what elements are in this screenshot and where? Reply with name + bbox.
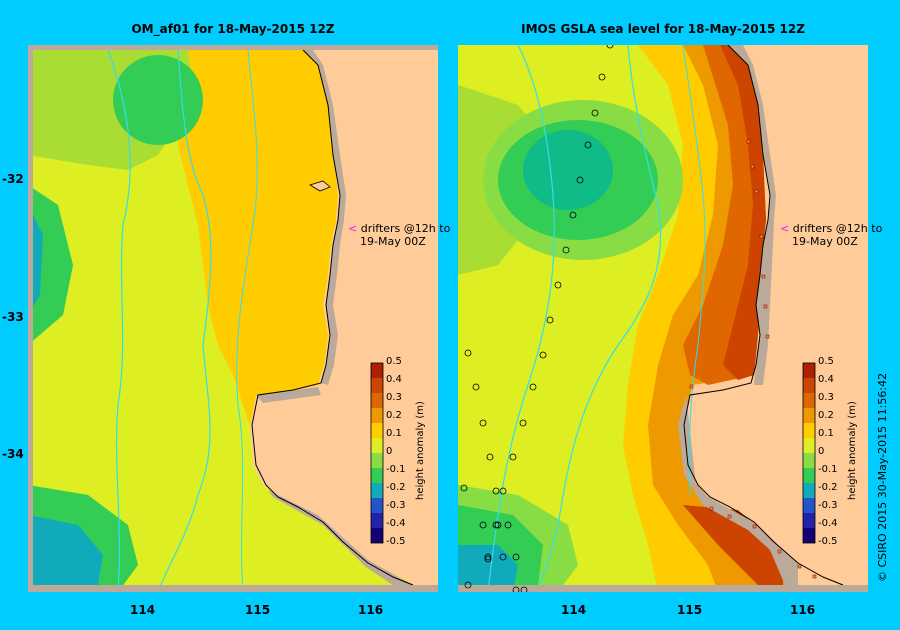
cbar-tick: 0.1 — [386, 428, 402, 439]
cbar-tick: -0.5 — [818, 536, 838, 547]
cbar-tick: 0.4 — [386, 374, 402, 385]
left-colorbar — [370, 362, 384, 544]
cbar-tick: 0.2 — [818, 410, 834, 421]
left-panel-title: OM_af01 for 18-May-2015 12Z — [131, 22, 335, 36]
x-tick-label: 115 — [677, 603, 703, 617]
coastal-markers — [689, 139, 817, 579]
right-colorbar-title: height anomaly (m) — [847, 401, 858, 500]
cbar-tick: 0.3 — [818, 392, 834, 403]
cbar-tick: 0.5 — [818, 356, 834, 367]
cbar-tick: -0.5 — [386, 536, 406, 547]
cbar-tick: -0.2 — [818, 482, 838, 493]
note-line1: drifters @12h to — [792, 222, 883, 235]
right-panel-title: IMOS GSLA sea level for 18-May-2015 12Z — [521, 22, 805, 36]
x-tick-label: 116 — [790, 603, 816, 617]
cbar-tick: 0 — [386, 446, 393, 457]
left-map — [28, 45, 438, 592]
cbar-tick: -0.4 — [386, 518, 406, 529]
left-map-svg — [28, 45, 438, 592]
y-tick-label: -32 — [2, 172, 24, 186]
cbar-tick: -0.4 — [818, 518, 838, 529]
right-map-svg — [458, 45, 868, 592]
note-line2: 19-May 00Z — [792, 235, 858, 248]
cbar-tick: -0.2 — [386, 482, 406, 493]
marker-arrow-icon: < — [348, 222, 358, 235]
cbar-tick: -0.3 — [818, 500, 838, 511]
right-drifter-note: < drifters @12h to 19-May 00Z — [780, 222, 882, 248]
x-tick-label: 114 — [130, 603, 156, 617]
y-tick-label: -33 — [2, 310, 24, 324]
note-line2: 19-May 00Z — [360, 235, 426, 248]
x-tick-label: 116 — [358, 603, 384, 617]
left-drifter-note: < drifters @12h to 19-May 00Z — [348, 222, 450, 248]
right-colorbar — [802, 362, 816, 544]
right-map — [458, 45, 868, 592]
drifter-markers — [460, 45, 614, 592]
note-line1: drifters @12h to — [360, 222, 451, 235]
x-tick-label: 115 — [245, 603, 271, 617]
y-tick-label: -34 — [2, 447, 24, 461]
cbar-tick: 0 — [818, 446, 825, 457]
marker-arrow-icon: < — [780, 222, 790, 235]
left-colorbar-title: height anomaly (m) — [415, 401, 426, 500]
cbar-tick: -0.3 — [386, 500, 406, 511]
cbar-tick: -0.1 — [818, 464, 838, 475]
cbar-tick: -0.1 — [386, 464, 406, 475]
credit-text: © CSIRO 2015 30-May-2015 11:56:42 — [876, 372, 889, 582]
cbar-tick: 0.2 — [386, 410, 402, 421]
cbar-tick: 0.1 — [818, 428, 834, 439]
x-tick-label: 114 — [561, 603, 587, 617]
cbar-tick: 0.3 — [386, 392, 402, 403]
cbar-tick: 0.4 — [818, 374, 834, 385]
cbar-tick: 0.5 — [386, 356, 402, 367]
